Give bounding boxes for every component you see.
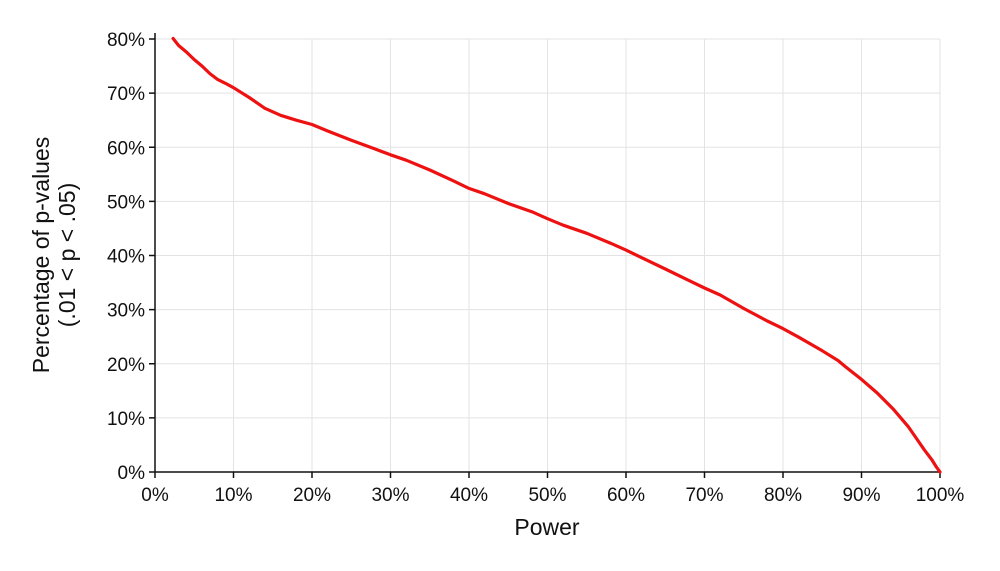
x-tick-label: 70%	[685, 485, 723, 506]
y-tick-label: 80%	[107, 30, 145, 51]
grid	[154, 38, 941, 473]
y-tick-label: 30%	[107, 301, 145, 322]
x-axis-title: Power	[514, 514, 580, 540]
y-tick-label: 50%	[107, 192, 145, 213]
series-layer	[171, 36, 942, 474]
y-axis-ticks: 0% 10% 20% 30% 40% 50% 60% 70% 80%	[107, 30, 155, 484]
x-tick-label: 50%	[528, 485, 566, 506]
y-tick-label: 60%	[107, 138, 145, 159]
x-tick-label: 30%	[371, 485, 409, 506]
y-tick-label: 70%	[107, 84, 145, 105]
x-tick-label: 40%	[450, 485, 488, 506]
x-tick-label: 100%	[916, 485, 965, 506]
x-tick-label: 60%	[607, 485, 645, 506]
y-tick-label: 10%	[107, 409, 145, 430]
y-tick-label: 20%	[107, 355, 145, 376]
x-tick-label: 0%	[141, 485, 169, 506]
y-axis-title: Percentage of p-values (.01 < p < .05)	[28, 137, 80, 374]
x-tick-label: 80%	[764, 485, 802, 506]
x-tick-label: 20%	[293, 485, 331, 506]
y-tick-label: 0%	[118, 463, 146, 484]
x-axis-ticks: 0% 10% 20% 30% 40% 50% 60% 70% 80% 90% 100%	[141, 472, 964, 506]
x-tick-label: 10%	[214, 485, 252, 506]
series-line-1	[171, 36, 942, 474]
y-axis-title-line-1: Percentage of p-values	[28, 137, 54, 374]
x-tick-label: 90%	[842, 485, 880, 506]
y-axis-title-line-2: (.01 < p < .05)	[54, 183, 80, 327]
y-tick-label: 40%	[107, 247, 145, 268]
